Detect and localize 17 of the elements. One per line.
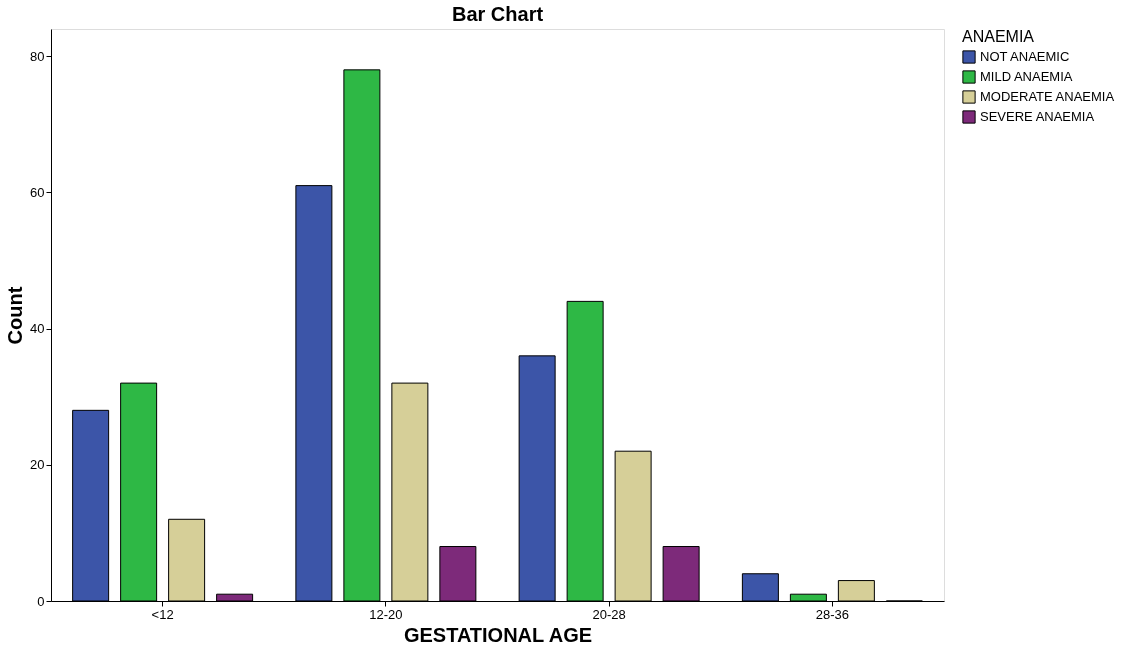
legend-label: SEVERE ANAEMIA <box>980 109 1095 124</box>
x-tick-label: 12-20 <box>369 606 403 622</box>
legend-label: MILD ANAEMIA <box>980 69 1073 84</box>
y-tick-label: 80 <box>30 48 45 64</box>
x-tick-label: <12 <box>151 606 174 622</box>
chart-title: Bar Chart <box>451 3 544 25</box>
y-axis-title: Count <box>4 286 27 345</box>
x-tick-label: 28-36 <box>815 606 849 622</box>
y-tick-label: 40 <box>30 321 45 337</box>
legend-label: MODERATE ANAEMIA <box>980 89 1115 104</box>
y-tick-label: 60 <box>30 184 45 200</box>
y-tick-label: 0 <box>37 593 45 609</box>
legend-label: NOT ANAEMIC <box>980 49 1070 64</box>
x-tick-label: 20-28 <box>592 606 626 622</box>
legend-title: ANAEMIA <box>962 28 1035 45</box>
x-axis-title: GESTATIONAL AGE <box>403 623 593 646</box>
y-tick-label: 20 <box>30 457 45 473</box>
